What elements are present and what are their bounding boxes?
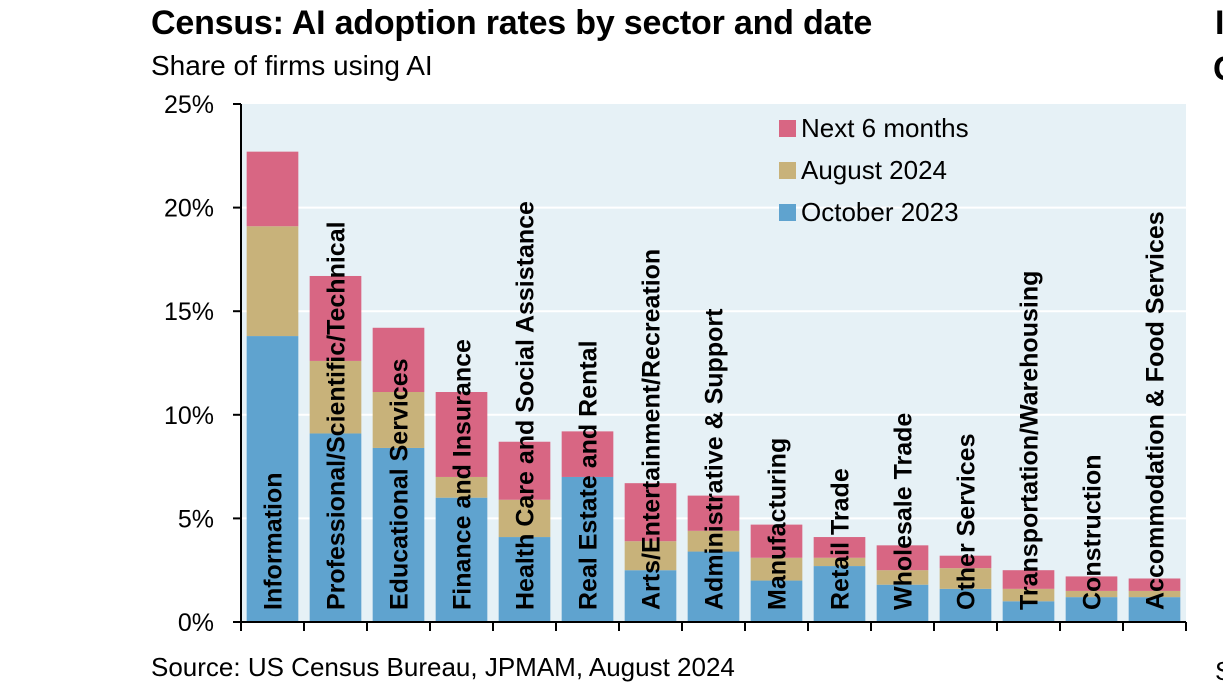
- chart-title: Census: AI adoption rates by sector and …: [151, 4, 873, 42]
- cropped-text-fragment: I: [1215, 4, 1223, 42]
- bar-segment: [309, 275, 362, 361]
- bar-segment: [876, 545, 929, 571]
- bar-segment: [1002, 601, 1055, 622]
- bar-segment: [435, 497, 488, 622]
- bar-segment: [1065, 597, 1118, 622]
- bar-segment: [750, 580, 803, 622]
- legend-label: Next 6 months: [801, 113, 969, 143]
- bar-segment: [876, 584, 929, 622]
- y-tick-label: 25%: [164, 91, 214, 119]
- bar-segment: [435, 392, 488, 477]
- bar-segment: [1128, 578, 1181, 591]
- bar-segment: [813, 537, 866, 558]
- bar-segment: [498, 441, 551, 500]
- bar-segment: [1128, 590, 1181, 598]
- y-tick-labels: 0% 5% 10% 15% 20% 25%: [164, 91, 241, 637]
- category-label: Health Care and Social Assistance: [512, 201, 540, 610]
- category-label: Educational Services: [386, 358, 414, 610]
- cropped-text-fragment: C: [1213, 50, 1223, 89]
- bar-segment: [372, 447, 425, 622]
- category-label: Administrative & Support: [701, 308, 729, 610]
- bar-segment: [309, 360, 362, 434]
- category-label: Transportation/Warehousing: [1016, 271, 1044, 610]
- bar-segment: [498, 537, 551, 622]
- bar-segment: [1065, 590, 1118, 598]
- category-label: Retail Trade: [827, 468, 855, 610]
- bar-segment: [813, 566, 866, 622]
- category-label: Real Estate and Rental: [575, 340, 603, 610]
- bar-segment: [246, 336, 299, 622]
- legend: Next 6 months August 2024 October 2023: [779, 113, 969, 227]
- bar-segment: [1002, 570, 1055, 589]
- bar-segment: [561, 476, 614, 622]
- bar-segment: [750, 557, 803, 581]
- bar-segment: [246, 226, 299, 337]
- category-label: Other Services: [953, 434, 981, 611]
- y-tick-label: 10%: [164, 402, 214, 430]
- category-label: Accommodation & Food Services: [1142, 211, 1170, 610]
- axes: [240, 104, 1187, 631]
- legend-label: August 2024: [801, 155, 947, 185]
- bar-segment: [246, 151, 299, 227]
- y-tick-label: 0%: [178, 609, 214, 637]
- bar-segment: [750, 524, 803, 558]
- bar-segment: [624, 541, 677, 571]
- legend-label: October 2023: [801, 197, 959, 227]
- bar-segment: [687, 530, 740, 552]
- category-label: Professional/Scientific/Technical: [323, 221, 351, 610]
- bar-segment: [498, 499, 551, 538]
- bar-segment: [813, 557, 866, 567]
- chart-source: Source: US Census Bureau, JPMAM, August …: [151, 652, 735, 682]
- legend-swatch: [779, 120, 796, 137]
- category-label: Construction: [1079, 454, 1107, 610]
- category-label: Arts/Entertainment/Recreation: [638, 249, 666, 610]
- y-tick-label: 20%: [164, 195, 214, 223]
- y-tick-label: 15%: [164, 298, 214, 326]
- bar-segment: [624, 483, 677, 542]
- bars: [246, 151, 1181, 622]
- chart-subtitle: Share of firms using AI: [151, 50, 433, 81]
- bar-segment: [939, 568, 992, 589]
- category-label: Manufacturing: [764, 438, 792, 610]
- bar-labels: Information Professional/Scientific/Techn…: [260, 201, 1170, 610]
- category-label: Finance and Insurance: [449, 339, 477, 610]
- bar-segment: [939, 555, 992, 569]
- category-label: Information: [260, 473, 288, 611]
- legend-swatch: [779, 204, 796, 221]
- bar-segment: [561, 431, 614, 477]
- cropped-text-fragment: S: [1215, 656, 1223, 687]
- bar-segment: [372, 327, 425, 393]
- bar-segment: [1002, 588, 1055, 602]
- bar-segment: [1128, 597, 1181, 622]
- legend-swatch: [779, 162, 796, 179]
- category-label: Wholesale Trade: [890, 413, 918, 610]
- bar-segment: [309, 433, 362, 622]
- bar-segment: [939, 588, 992, 622]
- y-tick-label: 5%: [178, 505, 214, 533]
- bar-segment: [687, 551, 740, 622]
- bar-segment: [624, 570, 677, 622]
- bar-segment: [1065, 576, 1118, 591]
- bar-segment: [876, 570, 929, 585]
- bar-segment: [435, 476, 488, 498]
- bar-segment: [372, 392, 425, 448]
- bar-segment: [687, 495, 740, 531]
